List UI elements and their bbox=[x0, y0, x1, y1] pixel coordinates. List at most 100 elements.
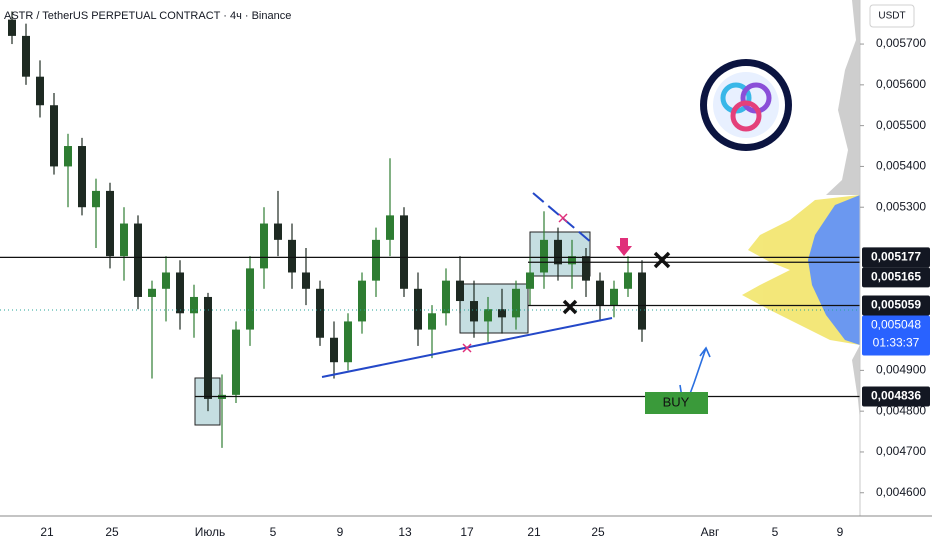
time-axis bbox=[0, 516, 932, 550]
y-tick-label: 0,005600 bbox=[876, 77, 926, 91]
level-tag bbox=[862, 247, 930, 268]
candle-body bbox=[92, 190, 100, 208]
candle-body bbox=[134, 223, 142, 297]
candle-body bbox=[596, 280, 604, 306]
levels bbox=[0, 256, 860, 398]
candle-body bbox=[428, 313, 436, 330]
candle-body bbox=[400, 215, 408, 289]
y-tick-label: 0,004600 bbox=[876, 485, 926, 499]
y-tick-label: 0,004800 bbox=[876, 403, 926, 417]
x-tick-label: 21 bbox=[40, 525, 54, 539]
level-tag-label: 0,005177 bbox=[871, 250, 921, 264]
candle-body bbox=[204, 296, 212, 399]
candle-body bbox=[120, 223, 128, 257]
logo bbox=[700, 59, 792, 151]
level-tag bbox=[862, 386, 930, 407]
candles bbox=[8, 11, 646, 448]
candle-body bbox=[246, 268, 254, 330]
time-axis-labels: 21 25 Июль 5 9 13 17 21 25 Авг 5 9 bbox=[40, 525, 843, 539]
volume-profile bbox=[742, 0, 862, 440]
x-tick-label: 17 bbox=[460, 525, 474, 539]
y-tick-label: 0,004700 bbox=[876, 444, 926, 458]
x-tick-label: 5 bbox=[270, 525, 277, 539]
candle-body bbox=[176, 272, 184, 314]
small-cross bbox=[462, 343, 472, 353]
y-tick-label: 0,005300 bbox=[876, 199, 926, 213]
currency-button[interactable] bbox=[869, 4, 915, 28]
level-tag bbox=[862, 267, 930, 288]
candle-body bbox=[372, 239, 380, 281]
candle-body bbox=[330, 337, 338, 363]
y-tick-label: 0,005400 bbox=[876, 159, 926, 173]
candle-body bbox=[274, 223, 282, 240]
buy-label: BUY bbox=[663, 394, 690, 409]
candle-body bbox=[540, 239, 548, 273]
level-tag-label: 0,005165 bbox=[871, 270, 921, 284]
candle-body bbox=[414, 288, 422, 330]
x-tick-label: 21 bbox=[527, 525, 541, 539]
candle-body bbox=[162, 272, 170, 289]
down-arrow bbox=[616, 238, 632, 256]
cross-mark bbox=[653, 251, 671, 269]
drawings bbox=[321, 192, 711, 414]
candle-body bbox=[484, 309, 492, 322]
countdown: 01:33:37 bbox=[873, 336, 920, 350]
candle-body bbox=[316, 288, 324, 338]
volume-profile-upper bbox=[826, 0, 860, 195]
candle-body bbox=[302, 272, 310, 289]
candle-body bbox=[106, 190, 114, 257]
trend-line bbox=[532, 192, 593, 244]
small-cross bbox=[558, 213, 568, 223]
candle-body bbox=[64, 146, 72, 167]
candle-body bbox=[260, 223, 268, 269]
candle-body bbox=[148, 288, 156, 297]
candle-body bbox=[554, 239, 562, 265]
candle-body bbox=[36, 76, 44, 106]
cross-mark bbox=[562, 299, 578, 315]
candle-body bbox=[386, 215, 394, 240]
buy-box: BUY bbox=[645, 392, 708, 414]
candle-body bbox=[22, 35, 30, 77]
candle-body bbox=[512, 288, 520, 318]
y-tick-label: 0,005700 bbox=[876, 36, 926, 50]
x-tick-label: 9 bbox=[837, 525, 844, 539]
level-tag-label: 0,004836 bbox=[871, 389, 921, 403]
currency-button-label: USDT bbox=[878, 11, 905, 22]
level-tag bbox=[862, 295, 930, 316]
candle-body bbox=[498, 309, 506, 318]
volume-profile-poc bbox=[808, 195, 860, 345]
chart-title: ASTR / TetherUS PERPETUAL CONTRACT · 4ч … bbox=[4, 10, 291, 22]
candle-body bbox=[610, 288, 618, 306]
x-tick-label: Июль bbox=[195, 525, 226, 539]
x-tick-label: 5 bbox=[772, 525, 779, 539]
x-tick-label: 13 bbox=[398, 525, 412, 539]
price-tags: 0,005177 0,005165 0,005059 0,005048 01:33:37… bbox=[862, 247, 930, 407]
buy-rect bbox=[645, 392, 708, 414]
x-tick-label: 25 bbox=[105, 525, 119, 539]
last-price-tag bbox=[862, 315, 930, 356]
x-tick-label: Авг bbox=[701, 525, 720, 539]
candle-body bbox=[568, 256, 576, 265]
price-axis-labels: 0,005700 0,005600 0,005500 0,005400 0,005300… bbox=[860, 36, 926, 499]
candle-body bbox=[344, 321, 352, 363]
x-tick-label: 25 bbox=[591, 525, 605, 539]
level-tag-label: 0,005059 bbox=[871, 298, 921, 312]
candle-body bbox=[190, 296, 198, 314]
x-tick-label: 9 bbox=[337, 525, 344, 539]
y-tick-label: 0,005500 bbox=[876, 118, 926, 132]
candle-body bbox=[358, 280, 366, 322]
candle-body bbox=[582, 256, 590, 281]
last-price-label: 0,005048 bbox=[871, 318, 921, 332]
candle-body bbox=[288, 239, 296, 273]
candle-body bbox=[470, 301, 478, 322]
candle-body bbox=[442, 280, 450, 314]
candle-body bbox=[456, 280, 464, 302]
candle-body bbox=[232, 329, 240, 395]
candle-body bbox=[8, 19, 16, 36]
y-tick-label: 0,004900 bbox=[876, 363, 926, 377]
candle-body bbox=[78, 146, 86, 208]
candle-body bbox=[526, 272, 534, 289]
candle-body bbox=[638, 272, 646, 330]
